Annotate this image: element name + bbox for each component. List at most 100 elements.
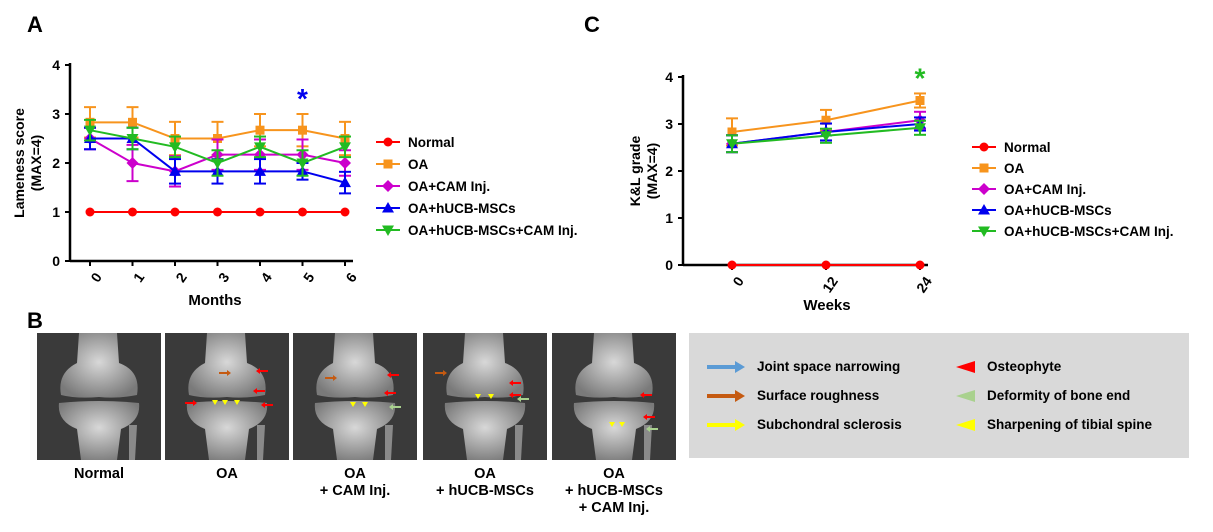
- data-point: [254, 165, 266, 176]
- triangle-icon: [956, 389, 975, 402]
- legend-marker: [382, 180, 394, 192]
- x-tick-label: 24: [913, 273, 935, 295]
- data-point: [85, 207, 95, 217]
- legend-marker: [383, 159, 393, 169]
- legend-label: Normal: [1004, 140, 1051, 155]
- xray-image-strip: [37, 333, 676, 460]
- key-label: Sharpening of tibial spine: [987, 417, 1153, 432]
- legend-marker: [383, 137, 393, 147]
- femur-shape: [316, 333, 394, 398]
- femur-shape: [575, 333, 653, 398]
- finding-marker: [389, 404, 401, 410]
- y-tick-label: 0: [52, 253, 60, 269]
- xray-label: OA: [165, 466, 289, 483]
- series-oa-hucb-mscs-cam-inj-: [84, 118, 351, 177]
- tibia-shape: [444, 401, 526, 460]
- fibula-shape: [385, 425, 393, 460]
- xray-graphic: [293, 333, 417, 460]
- xray-graphic: [552, 333, 676, 460]
- finding-marker: [387, 372, 399, 378]
- xray-label-line: OA: [603, 466, 625, 482]
- finding-marker: [609, 422, 615, 427]
- significance-star: *: [915, 62, 926, 93]
- triangle-shape: [956, 389, 975, 402]
- arrow-shape: [707, 418, 745, 431]
- arrow-icon: [707, 418, 745, 431]
- finding-marker: [219, 370, 231, 376]
- xray-label-line: + hUCB-MSCs: [436, 483, 534, 499]
- xray-label-line: OA: [474, 466, 496, 482]
- data-point: [254, 142, 266, 153]
- data-point: [84, 125, 96, 137]
- xray-label: OA + hUCB-MSCs: [423, 466, 547, 500]
- finding-marker: [646, 426, 658, 432]
- legend-label: Normal: [408, 135, 455, 150]
- finding-marker: [435, 370, 447, 376]
- legend-marker: [979, 142, 989, 152]
- key-label: Osteophyte: [987, 359, 1062, 374]
- fibula-shape: [515, 425, 523, 460]
- key-item: Joint space narrowing: [707, 359, 900, 374]
- x-tick-label: 12: [819, 273, 841, 295]
- y-axis-subtitle: (MAX=4): [644, 143, 660, 199]
- xray-graphic: [165, 333, 289, 460]
- arrow-icon: [707, 360, 745, 373]
- x-tick-label: 4: [257, 269, 275, 285]
- legend-marker: [978, 183, 990, 195]
- y-tick-label: 1: [665, 210, 673, 226]
- legend-marker: [382, 202, 394, 213]
- y-tick-label: 0: [665, 257, 673, 273]
- arrow-icon: [707, 389, 745, 402]
- data-point: [339, 142, 351, 153]
- data-point: [727, 127, 737, 137]
- data-point: [339, 157, 351, 169]
- finding-marker: [212, 400, 218, 405]
- series-normal: [727, 260, 925, 270]
- xray-graphic: [37, 333, 161, 460]
- key-label: Deformity of bone end: [987, 388, 1131, 403]
- finding-marker: [261, 402, 273, 408]
- y-tick-label: 4: [52, 57, 60, 73]
- y-tick-label: 2: [665, 163, 673, 179]
- finding-marker: [509, 392, 521, 398]
- x-axis-title: Weeks: [803, 297, 850, 314]
- lameness-score-chart: 0 1 2 3 4 0 1 2 3 4 5 6 Months Lameness score (MAX=4) *…: [11, 57, 578, 309]
- key-item: Surface roughness: [707, 388, 879, 403]
- series-normal: [85, 207, 350, 217]
- fibula-shape: [644, 425, 652, 460]
- finding-marker: [222, 400, 228, 405]
- finding-marker: [362, 402, 368, 407]
- legend-label: OA+hUCB-MSCs: [1004, 203, 1112, 218]
- panel-label-c: C: [584, 12, 600, 37]
- y-tick-label: 3: [665, 116, 673, 132]
- xray-label-line: OA: [216, 466, 238, 482]
- finding-marker: [253, 388, 265, 394]
- legend-label: OA+CAM Inj.: [408, 179, 490, 194]
- finding-marker: [185, 400, 197, 406]
- xray-findings-key: Joint space narrowing Surface roughness Su…: [689, 333, 1189, 458]
- finding-marker: [256, 368, 268, 374]
- data-point: [915, 96, 925, 105]
- xray-graphic: [423, 333, 547, 460]
- significance-star: *: [297, 83, 308, 114]
- finding-marker: [325, 375, 337, 381]
- legend-marker: [978, 204, 990, 215]
- finding-marker: [475, 394, 481, 399]
- arrow-shape: [707, 389, 745, 402]
- xray-image-oa-hucb-cam: [552, 333, 676, 460]
- xray-label-line: Normal: [74, 466, 124, 482]
- tibia-shape: [186, 401, 268, 460]
- data-point: [339, 176, 351, 188]
- femur-shape: [188, 333, 266, 398]
- x-tick-label: 5: [300, 269, 318, 285]
- y-tick-label: 3: [52, 106, 60, 122]
- y-axis-subtitle: (MAX=4): [28, 135, 44, 191]
- key-item: Deformity of bone end: [955, 388, 1130, 403]
- femur-shape: [446, 333, 524, 398]
- data-point: [169, 165, 181, 176]
- data-point: [213, 207, 222, 217]
- finding-marker: [509, 380, 521, 386]
- xray-label: Normal: [37, 466, 161, 483]
- legend-label: OA+CAM Inj.: [1004, 182, 1086, 197]
- key-item: Sharpening of tibial spine: [955, 417, 1152, 432]
